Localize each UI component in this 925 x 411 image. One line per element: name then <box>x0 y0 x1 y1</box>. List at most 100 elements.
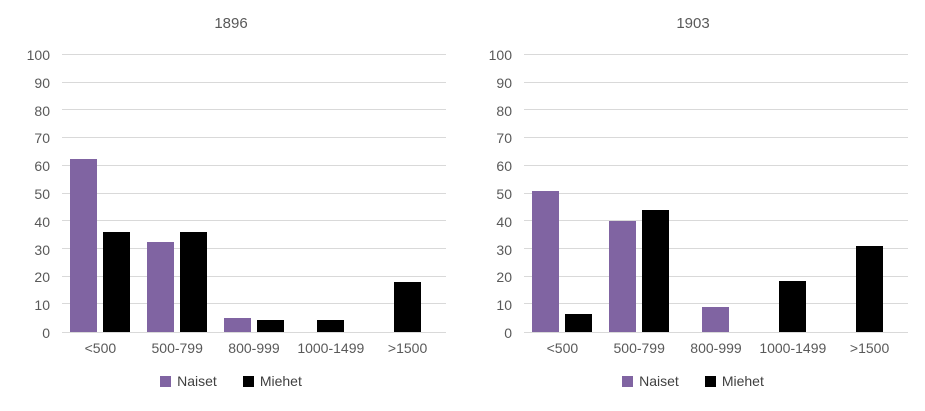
gridline <box>524 275 908 277</box>
y-axis-tick-label: 60 <box>34 158 50 175</box>
y-axis-tick-label: 100 <box>26 47 50 63</box>
bar-naiset-<500 <box>70 158 98 332</box>
chart-1903: 1903 0 10 20 30 40 50 60 70 80 90 100 <500 500-799 8… <box>462 0 924 411</box>
gridline <box>62 54 446 55</box>
bar-naiset-800-999 <box>702 307 730 332</box>
bar-miehet-1000-1499 <box>317 319 345 332</box>
y-axis: 0 10 20 30 40 50 60 70 80 90 100 <box>0 48 62 340</box>
chart-title: 1903 <box>676 15 710 32</box>
x-axis: <500 500-799 800-999 1000-1499 >1500 <box>524 340 908 356</box>
plot-area <box>524 54 908 333</box>
bar-group-800-999 <box>216 55 293 332</box>
legend-item-miehet: Miehet <box>242 373 302 389</box>
chart-title: 1896 <box>214 15 248 32</box>
bar-miehet-<500 <box>103 232 131 332</box>
x-axis-tick-label: 500-799 <box>613 340 665 356</box>
y-axis-tick-label: 70 <box>496 130 512 147</box>
y-axis-tick-label: 80 <box>34 102 50 119</box>
x-axis-tick-label: >1500 <box>849 340 890 356</box>
legend-label: Miehet <box>721 373 764 389</box>
gridline <box>62 137 446 139</box>
bar-naiset-800-999 <box>223 318 251 332</box>
y-axis: 0 10 20 30 40 50 60 70 80 90 100 <box>462 48 524 340</box>
legend-swatch-icon <box>242 375 254 387</box>
bar-naiset-500-799 <box>147 241 175 332</box>
x-axis-tick-label: <500 <box>84 340 117 356</box>
y-axis-tick-label: 90 <box>34 74 50 91</box>
bar-naiset-<500 <box>532 190 560 332</box>
bar-miehet-<500 <box>565 314 593 332</box>
x-axis: <500 500-799 800-999 1000-1499 >1500 <box>62 340 446 356</box>
gridline <box>524 81 908 83</box>
y-axis-tick-label: 50 <box>496 186 512 202</box>
y-axis-tick-label: 40 <box>496 213 512 230</box>
y-axis-tick-label: 40 <box>34 213 50 230</box>
bar-group-500-799 <box>139 55 216 332</box>
bar-group->1500 <box>369 55 446 332</box>
bar-miehet->1500 <box>394 282 422 332</box>
legend-swatch-icon <box>704 375 716 387</box>
gridline <box>524 164 908 166</box>
y-axis-tick-label: 90 <box>496 74 512 91</box>
bar-group->1500 <box>831 55 908 332</box>
x-axis-tick-label: 800-999 <box>690 340 742 356</box>
chart-1896: 1896 0 10 20 30 40 50 60 70 80 90 100 <500 500-799 8… <box>0 0 462 411</box>
legend: Naiset Miehet <box>462 373 924 389</box>
y-axis-tick-label: 100 <box>488 47 512 63</box>
y-axis-tick-label: 80 <box>496 102 512 119</box>
gridline <box>62 81 446 83</box>
legend-item-naiset: Naiset <box>160 373 217 389</box>
gridline <box>524 137 908 139</box>
x-axis-tick-label: <500 <box>546 340 579 356</box>
bar-group-500-799 <box>601 55 678 332</box>
gridline <box>524 220 908 222</box>
bar-miehet-1000-1499 <box>779 280 807 332</box>
gridline <box>62 303 446 305</box>
bar-group-1000-1499 <box>754 55 831 332</box>
legend-label: Naiset <box>177 373 217 389</box>
y-axis-tick-label: 10 <box>496 297 512 314</box>
legend-item-naiset: Naiset <box>622 373 679 389</box>
bar-group-<500 <box>62 55 139 332</box>
bar-group-<500 <box>524 55 601 332</box>
legend-label: Naiset <box>639 373 679 389</box>
bar-group-1000-1499 <box>292 55 369 332</box>
gridline <box>524 303 908 305</box>
bar-miehet-500-799 <box>180 232 208 332</box>
x-axis-tick-label: 800-999 <box>228 340 280 356</box>
y-axis-tick-label: 60 <box>496 158 512 175</box>
bar-miehet-800-999 <box>256 319 284 332</box>
y-axis-tick-label: 20 <box>496 269 512 286</box>
legend-swatch-icon <box>160 375 172 387</box>
gridline <box>524 247 908 249</box>
gridline <box>62 247 446 249</box>
bar-miehet-500-799 <box>642 210 670 332</box>
bar-miehet->1500 <box>856 246 884 332</box>
bar-naiset-500-799 <box>609 221 637 332</box>
plot-area <box>62 54 446 333</box>
y-axis-tick-label: 0 <box>42 325 50 341</box>
bar-group-800-999 <box>678 55 755 332</box>
plot-wrap: 0 10 20 30 40 50 60 70 80 90 100 <box>0 48 462 340</box>
x-axis-tick-label: >1500 <box>387 340 428 356</box>
legend: Naiset Miehet <box>0 373 462 389</box>
y-axis-tick-label: 50 <box>34 186 50 202</box>
legend-item-miehet: Miehet <box>704 373 764 389</box>
y-axis-tick-label: 70 <box>34 130 50 147</box>
x-axis-tick-label: 500-799 <box>151 340 203 356</box>
plot-wrap: 0 10 20 30 40 50 60 70 80 90 100 <box>462 48 924 340</box>
gridline <box>62 164 446 166</box>
gridline <box>524 109 908 111</box>
y-axis-tick-label: 30 <box>496 241 512 258</box>
gridline <box>524 192 908 194</box>
x-axis-tick-label: 1000-1499 <box>759 340 827 356</box>
gridline <box>62 275 446 277</box>
x-axis-tick-label: 1000-1499 <box>297 340 365 356</box>
y-axis-tick-label: 20 <box>34 269 50 286</box>
gridline <box>62 192 446 194</box>
gridline <box>524 54 908 55</box>
gridline <box>62 220 446 222</box>
legend-label: Miehet <box>259 373 302 389</box>
y-axis-tick-label: 10 <box>34 297 50 314</box>
